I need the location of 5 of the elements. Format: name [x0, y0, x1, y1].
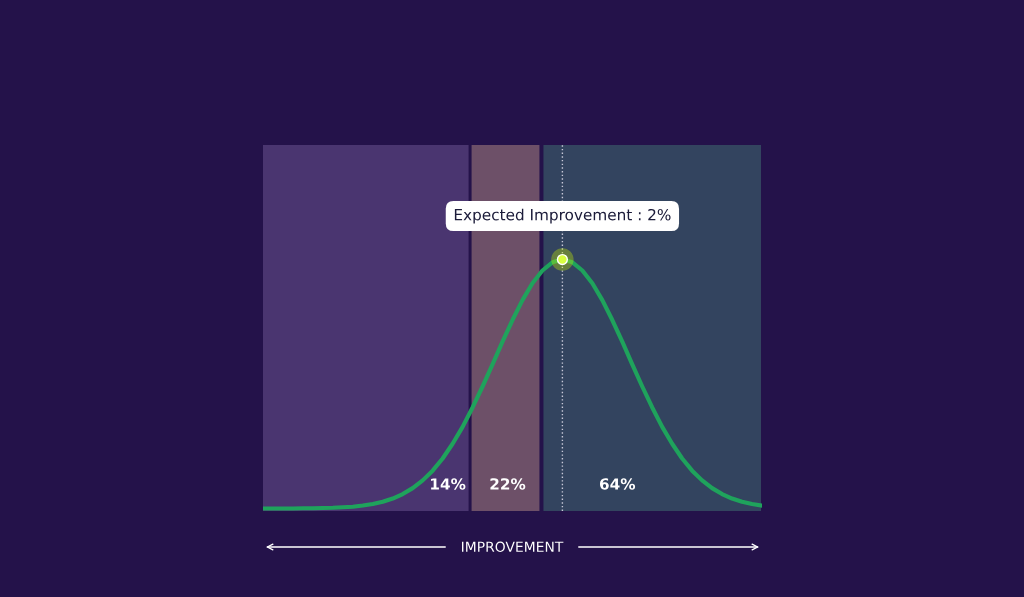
annotation: Expected Improvement : 2%: [454, 208, 671, 224]
annotation: 22%: [490, 478, 526, 490]
annotation: 64%: [599, 478, 636, 490]
x-axis-title: IMPROVEMENT: [462, 541, 564, 553]
annotation: 14%: [431, 478, 466, 490]
